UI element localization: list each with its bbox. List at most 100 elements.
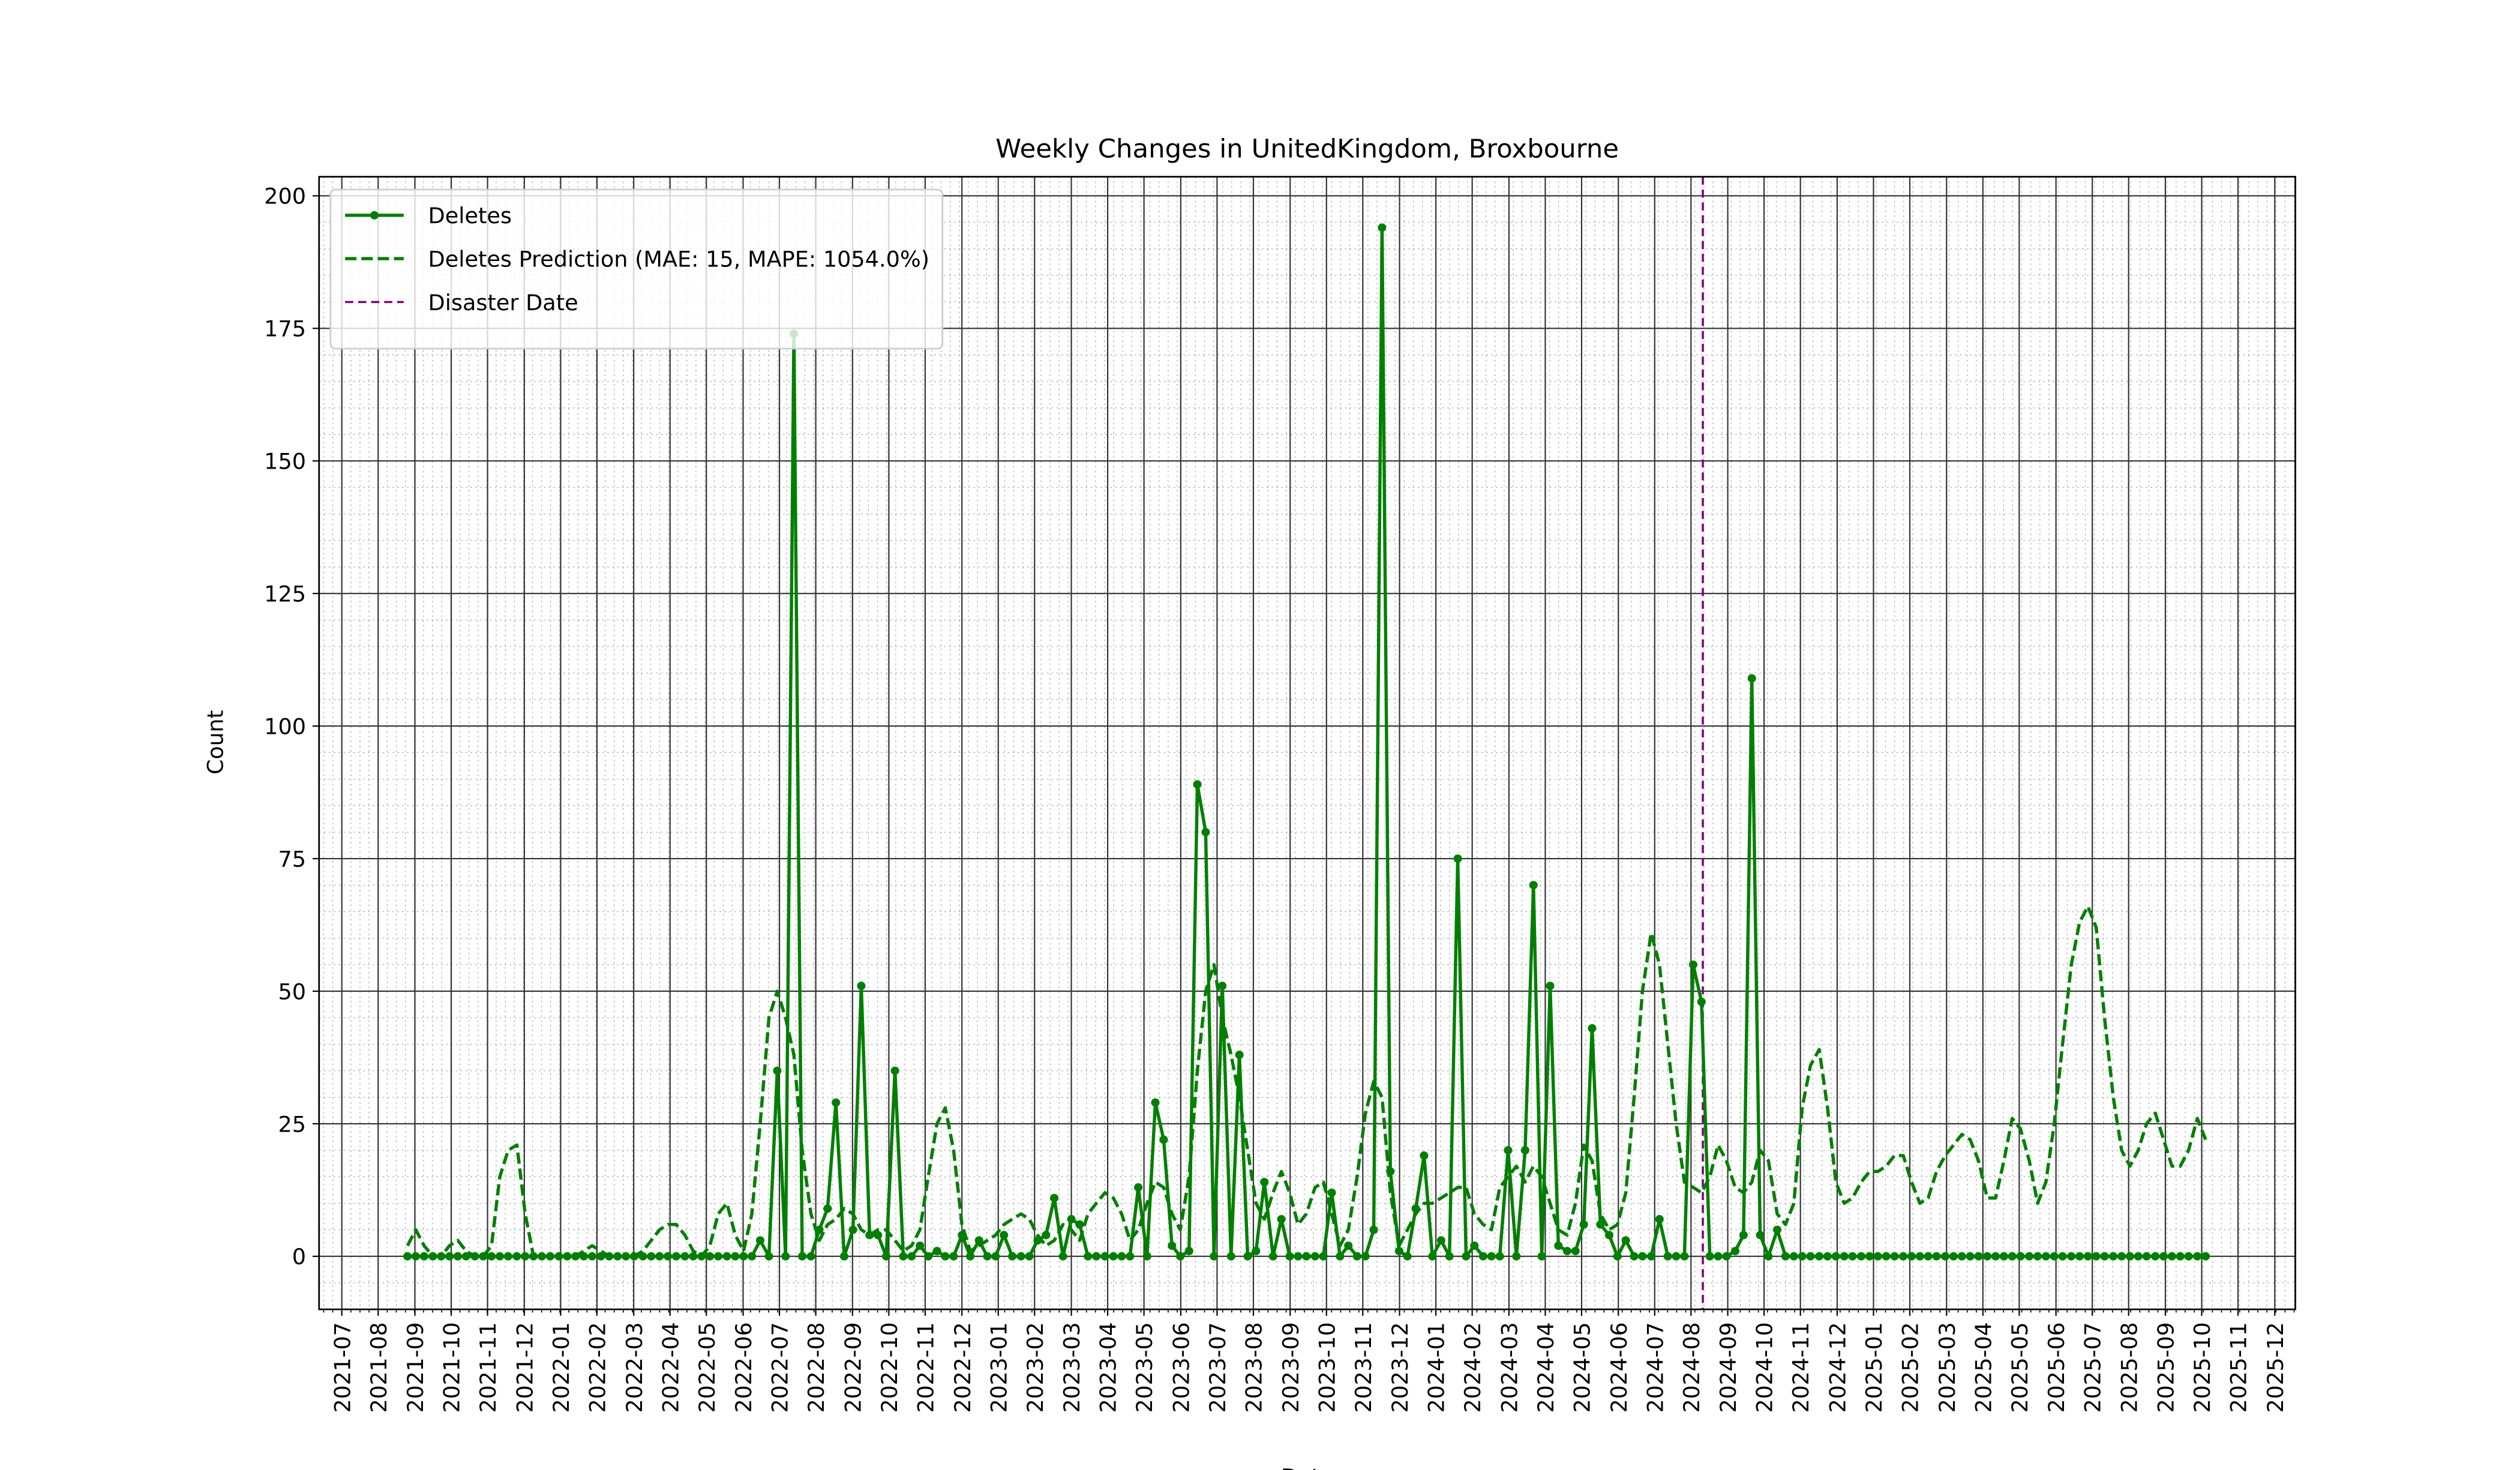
- data-point: [1588, 1024, 1597, 1033]
- data-point: [1991, 1252, 2000, 1261]
- x-tick-label: 2022-05: [694, 1322, 720, 1413]
- data-point: [1235, 1051, 1244, 1059]
- data-point: [2167, 1252, 2176, 1261]
- data-point: [2067, 1252, 2076, 1261]
- data-point: [2058, 1252, 2067, 1261]
- data-point: [2075, 1252, 2084, 1261]
- plot-frame: [318, 176, 2296, 1310]
- data-point: [1294, 1252, 1303, 1261]
- x-tick-label: 2024-11: [1788, 1322, 1814, 1413]
- data-point: [1302, 1252, 1311, 1261]
- data-point: [1067, 1215, 1076, 1223]
- x-tick-label: 2023-08: [1241, 1322, 1267, 1413]
- x-tick-label: 2023-06: [1168, 1322, 1194, 1413]
- y-tick-label: 150: [264, 449, 306, 475]
- data-point: [1688, 960, 1698, 969]
- x-tick-label: 2025-01: [1861, 1322, 1887, 1413]
- data-point: [1142, 1252, 1151, 1261]
- data-point: [857, 982, 866, 991]
- data-point: [907, 1252, 916, 1261]
- x-tick-label: 2022-02: [584, 1322, 610, 1413]
- data-point: [1646, 1252, 1656, 1261]
- legend-label: Deletes: [428, 203, 512, 229]
- data-point: [1966, 1252, 1975, 1261]
- data-point: [1403, 1252, 1412, 1261]
- data-point: [2100, 1252, 2109, 1261]
- x-tick-label: 2023-05: [1132, 1322, 1157, 1413]
- data-point: [1957, 1252, 1966, 1261]
- data-point: [1831, 1252, 1840, 1261]
- data-point: [1462, 1252, 1471, 1261]
- data-point: [1915, 1252, 1924, 1261]
- data-point: [1176, 1252, 1185, 1261]
- data-point: [1840, 1252, 1849, 1261]
- data-point: [1226, 1252, 1235, 1261]
- data-point: [2159, 1252, 2168, 1261]
- data-point: [1697, 997, 1706, 1006]
- y-tick-label: 175: [264, 316, 306, 342]
- x-tick-label: 2024-02: [1460, 1322, 1486, 1413]
- data-point: [1042, 1231, 1051, 1240]
- data-point: [781, 1252, 790, 1261]
- data-point: [2041, 1252, 2050, 1261]
- data-point: [419, 1252, 428, 1261]
- data-point: [832, 1098, 841, 1107]
- data-point: [1823, 1252, 1832, 1261]
- x-tick-label: 2022-10: [877, 1322, 902, 1413]
- data-point: [1865, 1252, 1874, 1261]
- data-point: [1857, 1252, 1866, 1261]
- y-tick-label: 75: [278, 847, 306, 872]
- data-point: [1672, 1252, 1681, 1261]
- data-point: [1210, 1252, 1219, 1261]
- x-tick-label: 2022-11: [913, 1322, 938, 1413]
- data-point: [2193, 1252, 2202, 1261]
- data-point: [1487, 1252, 1496, 1261]
- data-point: [722, 1252, 731, 1261]
- data-point: [1025, 1252, 1034, 1261]
- data-point: [881, 1252, 891, 1261]
- data-point: [1016, 1252, 1025, 1261]
- x-tick-label: 2022-04: [658, 1322, 683, 1413]
- data-point: [1814, 1252, 1824, 1261]
- x-tick-label: 2024-03: [1496, 1322, 1522, 1413]
- data-point: [2083, 1252, 2092, 1261]
- data-point: [671, 1252, 680, 1261]
- y-tick-label: 25: [278, 1112, 306, 1138]
- x-tick-label: 2021-10: [439, 1322, 464, 1413]
- data-point: [1109, 1252, 1118, 1261]
- data-point: [713, 1252, 723, 1261]
- data-point: [1529, 881, 1538, 890]
- x-tick-label: 2025-03: [1934, 1322, 1960, 1413]
- data-point: [1243, 1252, 1252, 1261]
- data-point: [512, 1252, 521, 1261]
- data-point: [1000, 1231, 1009, 1240]
- data-point: [1663, 1252, 1672, 1261]
- data-point: [1369, 1225, 1378, 1234]
- x-tick-label: 2021-09: [403, 1322, 428, 1413]
- data-point: [1554, 1241, 1563, 1250]
- x-tick-label: 2025-06: [2044, 1322, 2069, 1413]
- data-point: [1084, 1252, 1093, 1261]
- data-point: [739, 1252, 748, 1261]
- data-point: [1621, 1236, 1630, 1245]
- data-point: [1193, 780, 1202, 789]
- data-point: [1789, 1252, 1798, 1261]
- x-tick-label: 2025-05: [2007, 1322, 2033, 1413]
- data-point: [1983, 1252, 1992, 1261]
- data-point: [1562, 1247, 1571, 1255]
- data-point: [1596, 1220, 1605, 1229]
- x-tick-label: 2021-07: [329, 1322, 355, 1413]
- x-tick-label: 2024-05: [1569, 1322, 1595, 1413]
- data-point: [1075, 1220, 1084, 1229]
- y-tick-label: 125: [264, 581, 306, 607]
- x-tick-label: 2021-12: [512, 1322, 538, 1413]
- data-point: [991, 1252, 1000, 1261]
- data-point: [1680, 1252, 1689, 1261]
- x-tick-label: 2024-01: [1423, 1322, 1449, 1413]
- x-tick-label: 2025-08: [2116, 1322, 2142, 1413]
- data-point: [1268, 1252, 1277, 1261]
- x-tick-label: 2024-06: [1606, 1322, 1632, 1413]
- data-point: [1092, 1252, 1101, 1261]
- data-point: [1798, 1252, 1807, 1261]
- data-point: [1999, 1252, 2008, 1261]
